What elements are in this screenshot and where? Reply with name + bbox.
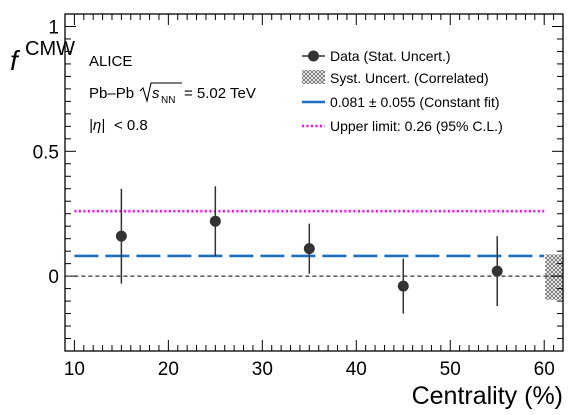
collision-system-label: Pb–Pb: [89, 85, 134, 102]
plot-frame: [64, 13, 564, 352]
legend-syst-swatch: [302, 70, 325, 84]
sqrt-sign: [139, 82, 182, 104]
x-tick-label: 10: [64, 359, 85, 380]
sqrt-variable: s: [152, 85, 160, 102]
data-point: [209, 215, 221, 227]
x-tick-label: 30: [252, 359, 273, 380]
energy-label: = 5.02 TeV: [184, 85, 256, 102]
x-tick-label: 20: [158, 359, 179, 380]
data-point: [303, 243, 315, 255]
data-point: [491, 265, 503, 277]
systematic-band-layer: [545, 254, 563, 300]
y-axis-label-subscript: CMW: [25, 38, 75, 60]
systematic-band: [545, 254, 563, 300]
eta-symbol: |η|: [89, 117, 105, 134]
y-axis-label: f: [10, 45, 21, 76]
axis-ticks: 10 20 30 40 50 60 0 0.5 1: [33, 13, 564, 380]
sqrt-subscript: NN: [161, 95, 175, 106]
x-tick-label: 50: [440, 359, 461, 380]
legend-data-marker: [308, 50, 319, 62]
y-tick-label: 1: [48, 17, 59, 38]
legend-limit-label: Upper limit: 0.26 (95% C.L.): [330, 118, 503, 134]
eta-cut-label: < 0.8: [114, 117, 148, 134]
reference-lines-layer: [74, 209, 563, 277]
y-tick-label: 0.5: [33, 142, 59, 163]
data-point: [397, 280, 409, 292]
data-point: [115, 230, 127, 242]
y-tick-label: 0: [48, 267, 59, 288]
legend-data-label: Data (Stat. Uncert.): [330, 48, 451, 64]
x-axis-label: Centrality (%): [412, 382, 563, 410]
legend-syst-label: Syst. Uncert. (Correlated): [330, 70, 489, 86]
x-tick-label: 40: [346, 359, 367, 380]
data-points-layer: [115, 186, 503, 314]
legend: Data (Stat. Uncert.) Syst. Uncert. (Corr…: [302, 48, 503, 134]
x-tick-label: 60: [534, 359, 555, 380]
legend-fit-label: 0.081 ± 0.055 (Constant fit): [330, 94, 500, 110]
experiment-label: ALICE: [89, 53, 132, 70]
